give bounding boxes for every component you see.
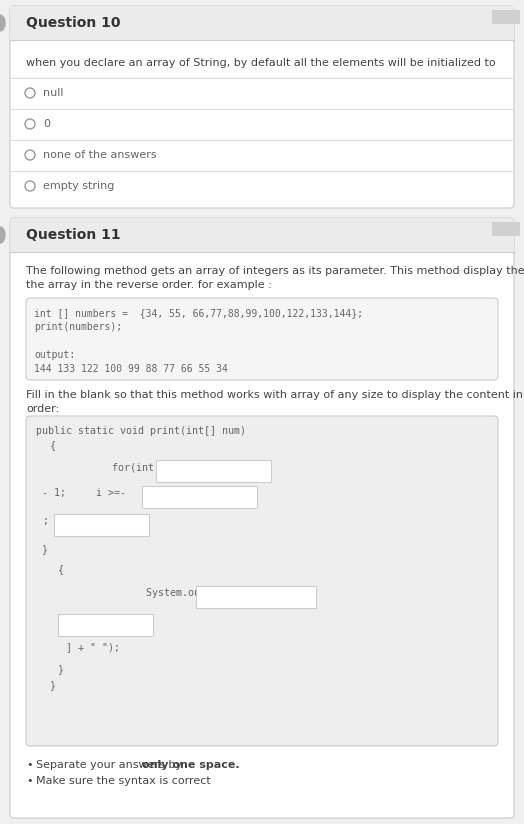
FancyBboxPatch shape	[10, 6, 514, 208]
Bar	[196, 586, 316, 608]
Bar	[54, 514, 149, 536]
Text: }: }	[42, 544, 48, 554]
Text: only one space.: only one space.	[142, 760, 240, 770]
Text: Make sure the syntax is correct: Make sure the syntax is correct	[36, 776, 211, 786]
Text: ] + " ");: ] + " ");	[42, 642, 120, 652]
Text: [: [	[42, 616, 72, 626]
Bar	[58, 614, 153, 636]
Bar	[156, 460, 271, 482]
Bar	[142, 486, 257, 508]
Text: }: }	[50, 680, 56, 690]
Text: null: null	[43, 88, 63, 98]
Text: when you declare an array of String, by default all the elements will be initial: when you declare an array of String, by …	[26, 58, 496, 68]
Text: •: •	[26, 760, 32, 770]
Text: }: }	[58, 664, 64, 674]
Text: 144 133 122 100 99 88 77 66 55 34: 144 133 122 100 99 88 77 66 55 34	[34, 364, 228, 374]
Text: public static void print(int[] num): public static void print(int[] num)	[36, 426, 246, 436]
Text: Separate your answers by: Separate your answers by	[36, 760, 185, 770]
Bar	[10, 6, 514, 40]
Polygon shape	[0, 227, 5, 243]
Bar	[492, 222, 520, 236]
Text: {: {	[58, 564, 64, 574]
Text: int [] numbers =  {34, 55, 66,77,88,99,100,122,133,144};: int [] numbers = {34, 55, 66,77,88,99,10…	[34, 308, 363, 318]
Text: - 1;     i >=-: - 1; i >=-	[42, 488, 126, 498]
Text: 0: 0	[43, 119, 50, 129]
Text: empty string: empty string	[43, 181, 114, 191]
Text: The following method gets an array of integers as its parameter. This method dis: The following method gets an array of in…	[26, 266, 524, 276]
FancyBboxPatch shape	[26, 416, 498, 746]
Text: for(int i =: for(int i =	[64, 462, 178, 472]
Text: output:: output:	[34, 350, 75, 360]
Text: {: {	[50, 440, 56, 450]
Text: •: •	[26, 776, 32, 786]
Bar	[492, 10, 520, 24]
Polygon shape	[0, 15, 5, 31]
FancyBboxPatch shape	[26, 298, 498, 380]
Text: System.out.print(: System.out.print(	[74, 588, 248, 598]
Text: the array in the reverse order. for example :: the array in the reverse order. for exam…	[26, 280, 272, 290]
Text: order:: order:	[26, 404, 59, 414]
Text: Question 10: Question 10	[26, 16, 121, 30]
Text: none of the answers: none of the answers	[43, 150, 157, 160]
Text: Fill in the blank so that this method works with array of any size to display th: Fill in the blank so that this method wo…	[26, 390, 524, 400]
Text: Question 11: Question 11	[26, 228, 121, 242]
Text: print(numbers);: print(numbers);	[34, 322, 122, 332]
Bar	[10, 235, 514, 252]
Text: ;: ;	[42, 516, 48, 526]
FancyBboxPatch shape	[10, 218, 514, 252]
FancyBboxPatch shape	[10, 218, 514, 818]
FancyBboxPatch shape	[10, 6, 514, 40]
